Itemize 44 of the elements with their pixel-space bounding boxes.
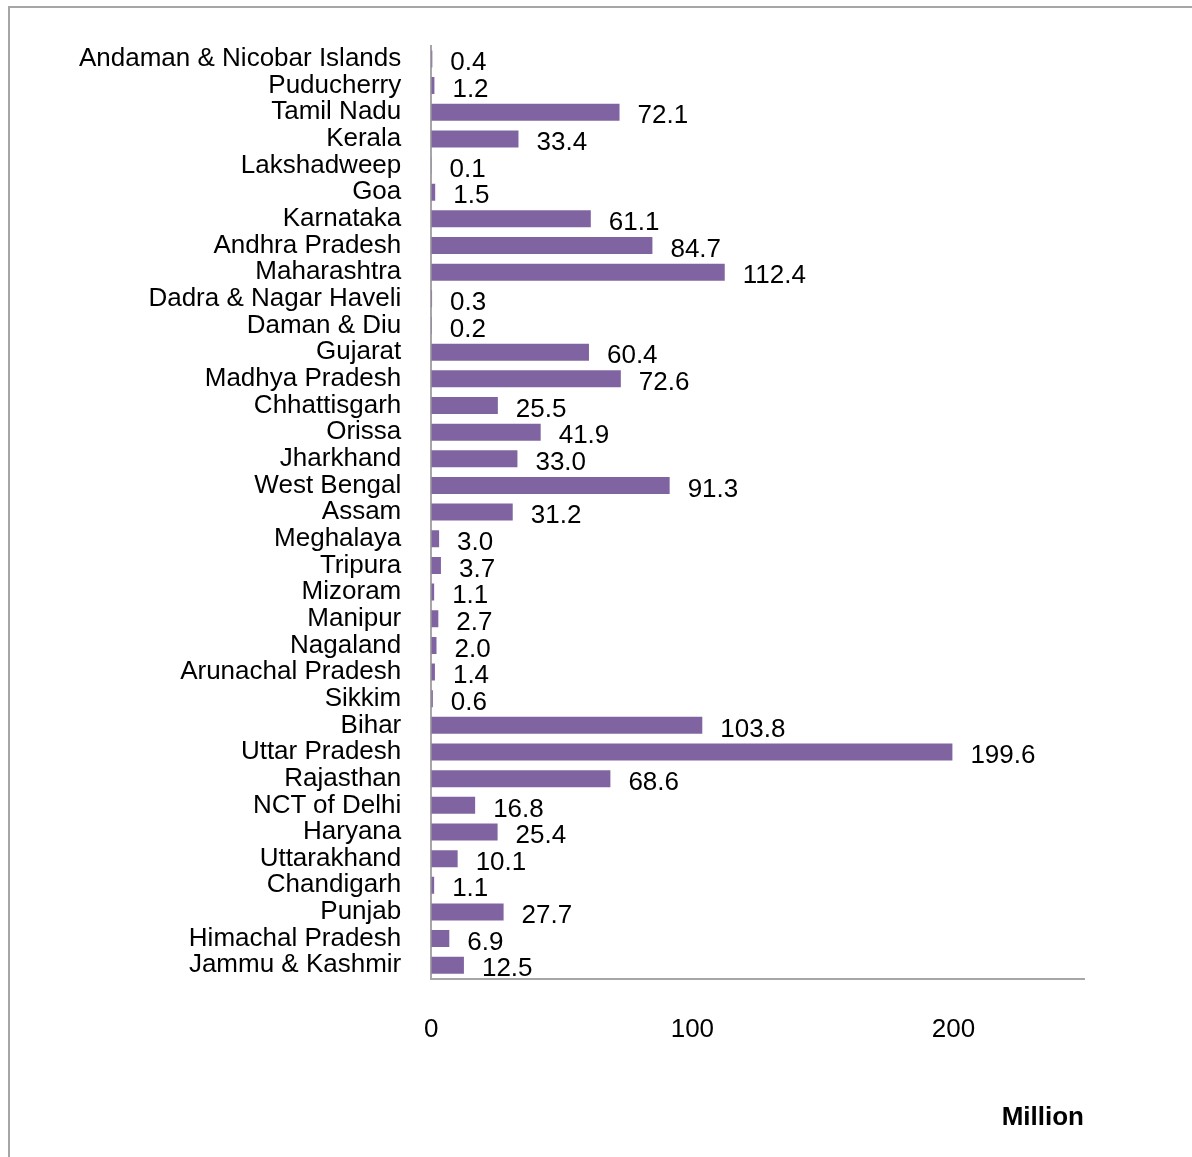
bar [431,956,464,974]
x-tick-label: 100 [670,1013,715,1044]
bar [431,636,437,654]
y-tick-label: Gujarat [316,335,403,366]
data-label: 91.3 [687,472,739,503]
data-label: 31.2 [530,499,582,530]
data-label: 103.8 [720,712,786,743]
bar [431,476,670,494]
y-tick-label: Meghalaya [274,521,402,552]
bar [431,450,518,468]
bar [431,903,504,921]
bar [431,503,513,521]
bar [431,370,621,388]
y-tick-label: Chandigarh [266,868,402,899]
y-tick-label: Manipur [307,601,402,632]
bar [431,850,458,868]
bar [431,770,611,788]
bar [431,716,703,734]
bar [431,343,589,361]
bar [431,743,953,761]
x-tick-label: 200 [931,1013,976,1044]
bar [431,556,441,574]
bar [431,796,476,814]
data-label: 112.4 [742,259,806,290]
bar [431,103,620,121]
bar [431,423,541,441]
y-tick-label: Jammu & Kashmir [188,948,402,979]
data-label: 27.7 [521,899,573,930]
data-label: 72.1 [637,99,689,130]
bar [431,210,591,228]
data-label: 84.7 [670,232,722,263]
bar [431,263,725,281]
bar [431,823,498,841]
data-label: 33.4 [536,126,588,157]
bar [431,396,498,414]
data-label: 61.1 [608,206,660,237]
data-label: 68.6 [628,765,679,796]
data-label: 199.6 [970,739,1036,770]
bar [431,930,450,948]
x-axis-title: Million [1001,1100,1084,1131]
bar [431,237,653,255]
bar [431,130,519,148]
x-tick-label: 0 [424,1013,439,1044]
y-tick-label: Haryana [303,815,402,846]
